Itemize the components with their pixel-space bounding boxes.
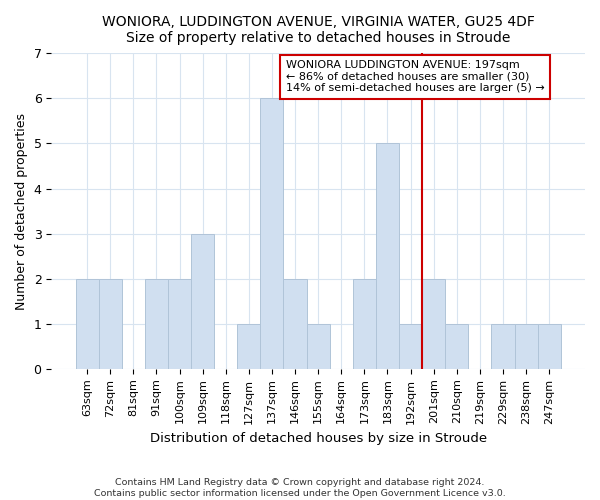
Bar: [422, 278, 445, 369]
Bar: [515, 324, 538, 369]
Y-axis label: Number of detached properties: Number of detached properties: [15, 112, 28, 310]
Bar: [445, 324, 469, 369]
Bar: [491, 324, 515, 369]
Bar: [538, 324, 561, 369]
Text: Contains HM Land Registry data © Crown copyright and database right 2024.
Contai: Contains HM Land Registry data © Crown c…: [94, 478, 506, 498]
Bar: [237, 324, 260, 369]
Title: WONIORA, LUDDINGTON AVENUE, VIRGINIA WATER, GU25 4DF
Size of property relative t: WONIORA, LUDDINGTON AVENUE, VIRGINIA WAT…: [102, 15, 535, 45]
Bar: [260, 98, 283, 369]
Bar: [307, 324, 329, 369]
X-axis label: Distribution of detached houses by size in Stroude: Distribution of detached houses by size …: [149, 432, 487, 445]
Bar: [76, 278, 98, 369]
Bar: [145, 278, 168, 369]
Bar: [376, 144, 399, 369]
Bar: [353, 278, 376, 369]
Bar: [168, 278, 191, 369]
Bar: [283, 278, 307, 369]
Bar: [399, 324, 422, 369]
Text: WONIORA LUDDINGTON AVENUE: 197sqm
← 86% of detached houses are smaller (30)
14% : WONIORA LUDDINGTON AVENUE: 197sqm ← 86% …: [286, 60, 545, 94]
Bar: [98, 278, 122, 369]
Bar: [191, 234, 214, 369]
